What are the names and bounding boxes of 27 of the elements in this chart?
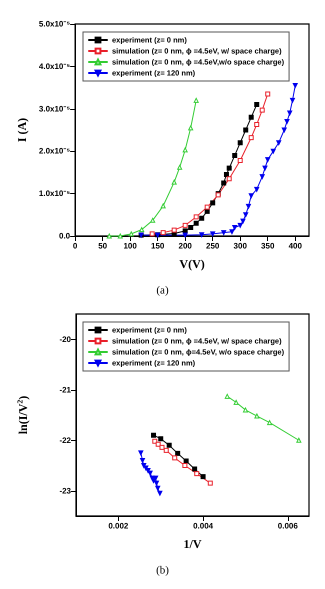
x-tick-label: 150: [150, 242, 165, 250]
text: (a): [156, 284, 169, 296]
y-axis-title: I (A): [15, 118, 29, 142]
x-tick-label: 0: [72, 242, 78, 250]
y-tick-label: 2.0x10⁻⁵: [38, 146, 70, 156]
x-tick-label: 0.002: [108, 522, 129, 530]
y-tick-label: 5.0x10⁻⁵: [38, 20, 70, 28]
x-tick-label: 350: [261, 242, 275, 250]
x-tick-label: 200: [178, 242, 192, 250]
x-tick-label: 50: [98, 242, 108, 250]
y-tick-label: 1.0x10⁻⁵: [38, 189, 70, 198]
x-tick-label: 400: [288, 242, 302, 250]
y-tick-label: 3.0x10⁻⁵: [38, 104, 70, 114]
y-tick-label: 4.0x10⁻⁵: [38, 62, 70, 71]
y-tick-label: -23: [59, 486, 72, 496]
y-tick-label: -22: [59, 436, 72, 445]
x-tick-label: 0.006: [278, 522, 298, 530]
x-tick-label: 0.004: [193, 522, 214, 530]
y-tick-label: 0.0: [59, 232, 71, 240]
x-tick-label: 100: [123, 242, 138, 250]
x-axis-title: 1/V: [184, 537, 202, 551]
y-tick-label: -21: [59, 385, 72, 394]
text: (b): [156, 564, 170, 576]
y-tick-label: -20: [59, 334, 72, 344]
x-tick-label: 300: [234, 242, 248, 250]
x-tick-label: 250: [206, 242, 220, 250]
x-axis-title: V(V): [179, 257, 205, 271]
